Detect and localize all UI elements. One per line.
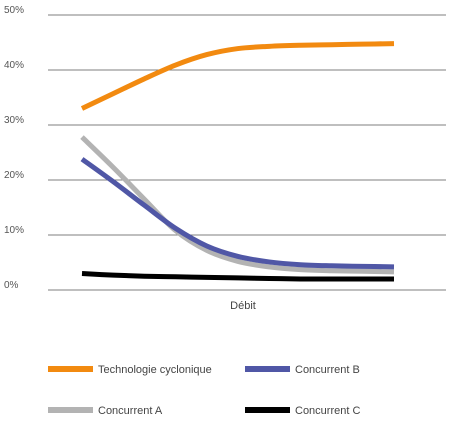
- legend-swatch-concurrent-b: [245, 366, 290, 372]
- series-lines: [80, 41, 395, 282]
- series-line-concurrent-c: [81, 271, 394, 282]
- legend-label-concurrent-b: Concurrent B: [295, 364, 360, 376]
- legend-label-concurrent-c: Concurrent C: [295, 405, 360, 417]
- legend-label-concurrent-a: Concurrent A: [98, 405, 163, 417]
- legend-swatch-concurrent-a: [48, 407, 93, 413]
- legend-label-technologie-cyclonique: Technologie cyclonique: [98, 364, 212, 376]
- y-tick-labels: 0% 10% 20% 30% 40% 50%: [4, 5, 24, 291]
- legend-swatch-concurrent-c: [245, 407, 290, 413]
- y-tick-label: 20%: [4, 170, 24, 181]
- series-line-concurrent-b: [80, 157, 395, 270]
- y-tick-label: 30%: [4, 115, 24, 126]
- x-axis-label: Débit: [230, 300, 256, 312]
- y-tick-label: 0%: [4, 280, 19, 291]
- series-line-concurrent-a: [80, 135, 395, 275]
- y-tick-label: 50%: [4, 5, 24, 16]
- legend-swatch-technologie-cyclonique: [48, 366, 93, 372]
- y-tick-label: 10%: [4, 225, 24, 236]
- y-tick-label: 40%: [4, 60, 24, 71]
- series-line-technologie-cyclonique: [80, 41, 395, 111]
- legend: Technologie cyclonique Concurrent B Concur…: [48, 364, 360, 417]
- gridlines: [48, 14, 446, 291]
